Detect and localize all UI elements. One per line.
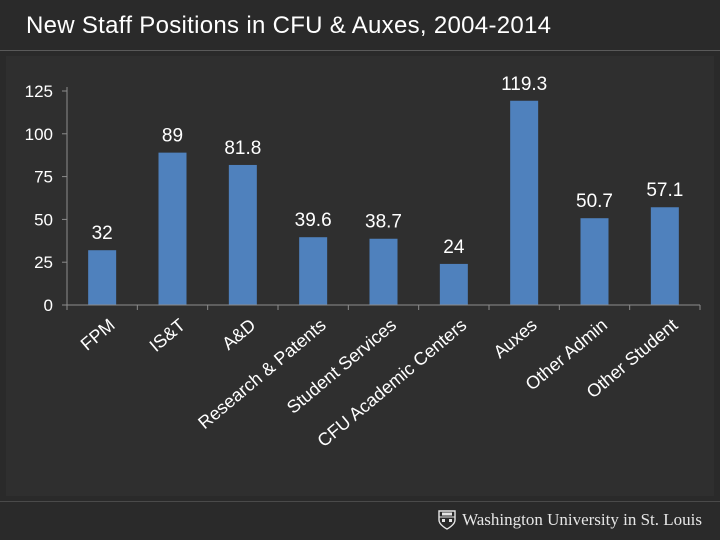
bar: [650, 207, 679, 305]
title-divider: [0, 50, 720, 51]
y-tick-label: 25: [34, 253, 53, 272]
bar-chart: 0 25 50 75 100 125 32 89 81.8 39.6 38.7 24 119.3 50.…: [25, 74, 701, 451]
x-tick-label: IS&T: [146, 315, 190, 356]
bar: [299, 237, 328, 305]
bars: 32 89 81.8 39.6 38.7 24 119.3 50.7 57.1: [88, 74, 683, 306]
data-label: 89: [162, 126, 183, 147]
data-label: 81.8: [224, 138, 261, 159]
bar: [158, 152, 187, 305]
y-tick-label: 50: [34, 210, 53, 229]
data-label: 50.7: [576, 191, 613, 212]
page-title: New Staff Positions in CFU & Auxes, 2004…: [26, 12, 552, 39]
bar: [88, 250, 117, 305]
bar: [439, 263, 468, 305]
data-label: 119.3: [501, 74, 547, 95]
data-label: 24: [443, 237, 465, 258]
bar: [369, 238, 398, 305]
y-tick-label: 125: [25, 82, 53, 101]
footer-divider: [0, 501, 720, 502]
x-tick-label: FPM: [77, 315, 119, 355]
bar: [228, 164, 257, 305]
y-axis: 0 25 50 75 100 125: [25, 82, 68, 315]
x-tick-label: Auxes: [490, 315, 541, 362]
bar: [510, 100, 539, 306]
data-label: 39.6: [295, 210, 332, 231]
shield-icon: [438, 510, 456, 530]
bar: [580, 218, 609, 305]
data-label: 32: [92, 223, 113, 244]
y-tick-label: 0: [44, 296, 53, 315]
y-tick-label: 75: [34, 168, 53, 187]
y-tick-label: 100: [25, 125, 53, 144]
university-logo: Washington University in St. Louis: [438, 510, 702, 530]
logo-text: Washington University in St. Louis: [462, 510, 702, 529]
data-label: 57.1: [646, 180, 683, 201]
data-label: 38.7: [365, 212, 402, 233]
x-tick-label: Research & Patents: [194, 315, 329, 433]
x-tick-label: A&D: [218, 315, 259, 354]
